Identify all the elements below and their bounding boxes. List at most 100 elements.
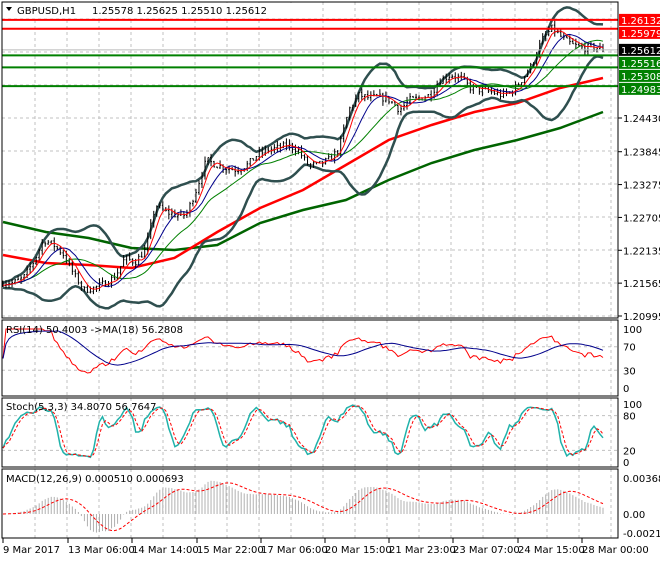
price-bar <box>442 75 445 85</box>
price-bar <box>56 245 59 251</box>
price-bar <box>216 166 219 169</box>
price-tick-label: 1.23275 <box>623 181 660 192</box>
price-bar <box>309 163 312 170</box>
price-bar <box>412 95 415 98</box>
level-badge-resistance <box>619 26 660 39</box>
price-bar <box>128 252 131 261</box>
bollinger-upper-band <box>2 6 604 285</box>
price-bar <box>83 286 86 292</box>
price-bar <box>131 258 134 266</box>
macd-signal-line <box>2 482 604 532</box>
stoch-main-line <box>2 404 604 459</box>
level-label: 1.24983 <box>621 85 660 96</box>
price-bar <box>44 241 47 247</box>
macd-level-label: -0.002151 <box>623 529 660 540</box>
time-tick-label: 20 Mar 15:00 <box>325 545 392 556</box>
price-bar <box>152 210 155 228</box>
panel-frame <box>1 319 619 397</box>
ohlc-label: 1.25578 1.25625 1.25510 1.25612 <box>92 6 267 17</box>
price-bar <box>445 73 448 84</box>
price-bar <box>137 253 140 266</box>
price-tick-label: 1.21565 <box>623 279 660 290</box>
macd-level-label: 0.00 <box>623 510 645 521</box>
price-bar <box>29 262 32 274</box>
price-bar <box>249 157 252 166</box>
collapse-triangle-icon[interactable] <box>6 7 12 11</box>
stoch-level-label: 0 <box>623 458 629 469</box>
price-bar <box>517 82 520 86</box>
price-bar <box>200 171 203 188</box>
price-bar <box>565 35 568 39</box>
price-bar <box>303 154 306 161</box>
price-bar <box>155 205 158 217</box>
level-label: 1.25308 <box>621 72 660 83</box>
ma-long-green-line <box>2 110 604 252</box>
level-label: 1.26132 <box>621 16 660 27</box>
level-badge-support <box>619 82 660 95</box>
rsi-ma-line <box>2 330 604 366</box>
price-bar <box>47 239 50 245</box>
rsi-level-label: 0 <box>623 384 629 395</box>
price-bar <box>197 180 200 195</box>
rsi-level-label: 100 <box>623 325 642 336</box>
price-bar <box>342 124 345 143</box>
time-tick-label: 15 Mar 22:00 <box>197 545 264 556</box>
time-tick-label: 13 Mar 06:00 <box>68 545 135 556</box>
price-bar <box>158 202 161 209</box>
price-bar <box>146 232 149 255</box>
time-tick-label: 14 Mar 14:00 <box>132 545 199 556</box>
price-tick-label: 1.20995 <box>623 312 660 323</box>
level-badge-current <box>619 43 660 56</box>
price-bar <box>351 104 354 111</box>
price-bar <box>532 62 535 67</box>
price-bar <box>276 140 279 153</box>
price-bar <box>415 93 418 100</box>
bollinger-lower-band <box>2 55 604 310</box>
price-bar <box>125 254 128 265</box>
stoch-level-label: 80 <box>623 412 636 423</box>
symbol-label: GBPUSD,H1 <box>17 6 76 17</box>
price-bar <box>348 106 351 121</box>
price-bar <box>583 42 586 55</box>
stoch-level-label: 20 <box>623 446 636 457</box>
price-bar <box>59 246 62 256</box>
stoch-label: Stoch(5,3,3) 34.8070 56.7647 <box>6 402 157 413</box>
panel-frame <box>1 468 619 539</box>
price-bar <box>204 156 207 180</box>
price-bar <box>357 91 360 103</box>
price-bar <box>457 73 460 83</box>
rsi-panel <box>2 328 604 374</box>
macd-level-label: 0.003682 <box>623 474 660 485</box>
chart-header: GBPUSD,H1 1.25578 1.25625 1.25510 1.2561… <box>3 3 293 17</box>
time-tick-label: 28 Mar 00:00 <box>582 545 649 556</box>
price-bar <box>396 105 399 115</box>
level-label: 1.25516 <box>621 59 660 70</box>
level-badge-resistance <box>619 13 660 26</box>
price-bar <box>38 248 41 263</box>
price-bar <box>207 157 210 166</box>
price-bar <box>381 92 384 106</box>
price-bar <box>140 251 143 258</box>
price-bar <box>122 254 125 267</box>
price-bar <box>167 205 170 220</box>
price-bar <box>586 42 589 55</box>
stoch-panel <box>2 404 604 459</box>
price-bar <box>366 90 369 100</box>
macd-label: MACD(12,26,9) 0.000510 0.000693 <box>6 474 184 485</box>
ma-5-line <box>2 30 604 290</box>
price-tick-label: 1.22135 <box>623 246 660 257</box>
price-bar <box>321 160 324 168</box>
price-bar <box>544 30 547 42</box>
price-bar <box>490 87 493 95</box>
time-tick-label: 24 Mar 15:00 <box>518 545 585 556</box>
time-tick-label: 9 Mar 2017 <box>3 545 60 556</box>
stoch-signal-line <box>2 405 604 458</box>
price-bar <box>86 285 89 294</box>
price-bar <box>541 33 544 45</box>
time-tick-label: 21 Mar 23:00 <box>389 545 456 556</box>
price-bar <box>354 94 357 108</box>
price-bar <box>345 116 348 129</box>
panel-frame <box>1 1 619 319</box>
